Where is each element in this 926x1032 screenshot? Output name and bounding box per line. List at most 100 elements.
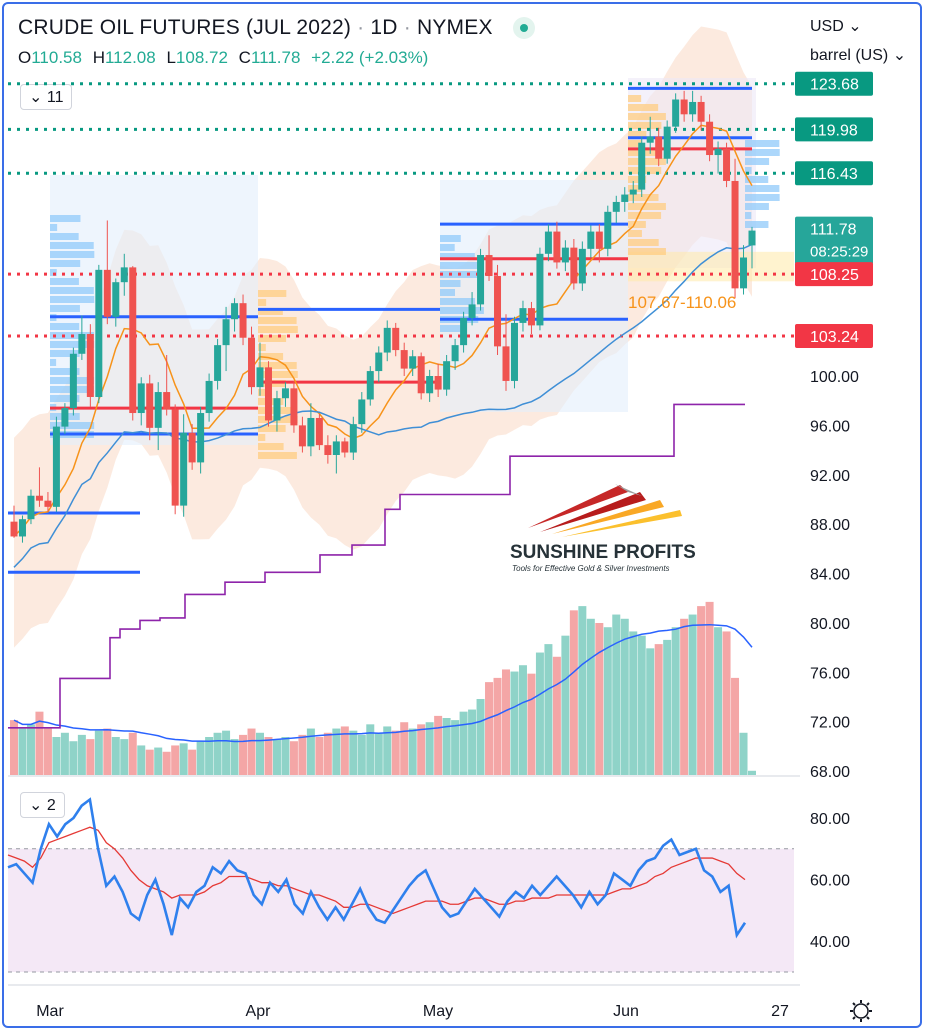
sunshine-profits-logo: SUNSHINE PROFITS Tools for Effective Gol… xyxy=(510,484,696,573)
volume-bar xyxy=(264,737,273,775)
chevron-down-icon: ⌄ xyxy=(29,797,43,814)
candle xyxy=(298,416,306,453)
currency-label: USD xyxy=(810,18,844,35)
volume-bar xyxy=(120,739,129,775)
volume-bar xyxy=(391,730,400,775)
candle-body xyxy=(27,495,35,520)
volume-bar xyxy=(586,618,595,775)
ohlc-legend: O110.58 H112.08 L108.72 C111.78 +2.22 (+… xyxy=(18,48,428,68)
candle-body xyxy=(120,267,128,283)
candle-body xyxy=(485,255,493,277)
candle xyxy=(706,114,714,162)
volume-profile-bar xyxy=(628,185,642,192)
interval-label[interactable]: 1D xyxy=(370,16,398,39)
candle xyxy=(307,403,315,457)
volume-profile-bar xyxy=(745,212,752,219)
volume-bar xyxy=(400,722,409,775)
volume-profile-bar xyxy=(50,278,79,285)
currency-select[interactable]: USD ⌄ xyxy=(810,16,862,36)
settings-gear-icon[interactable] xyxy=(850,1000,872,1022)
candle-body xyxy=(553,231,561,263)
candle xyxy=(748,226,756,269)
volume-profile-bar xyxy=(745,185,780,192)
candle xyxy=(18,515,26,543)
volume-profile-bar xyxy=(628,203,666,210)
volume-profile-bar xyxy=(258,452,297,459)
candle-body xyxy=(680,99,688,115)
volume-bar xyxy=(569,610,578,775)
volume-bar xyxy=(544,644,553,775)
candle-body xyxy=(629,189,637,195)
volume-bar xyxy=(222,730,231,775)
volume-bar xyxy=(748,770,756,775)
candle-body xyxy=(324,445,332,455)
candle xyxy=(680,90,688,122)
volume-profile-bar xyxy=(628,113,666,120)
symbol-title[interactable]: CRUDE OIL FUTURES (JUL 2022) · 1D · NYME… xyxy=(18,16,535,40)
volume-bar xyxy=(213,732,222,775)
price-label-resistance xyxy=(795,161,873,186)
volume-bar xyxy=(383,726,392,775)
candle xyxy=(561,240,569,272)
price-axis-tick: 84.00 xyxy=(810,567,850,584)
volume-profile-bar xyxy=(628,95,642,102)
candle-body xyxy=(706,121,714,156)
volume-bar xyxy=(663,639,672,775)
candle xyxy=(315,414,323,451)
candle xyxy=(10,505,18,538)
range-label: 107.67-110.06 xyxy=(628,293,736,312)
volume-profile-bar xyxy=(628,212,662,219)
candle-body xyxy=(231,303,239,320)
rsi-axis-tick: 40.00 xyxy=(810,934,850,951)
candle xyxy=(69,347,77,416)
volume-profile-bar xyxy=(745,176,769,183)
price-label-resistance xyxy=(795,117,873,142)
volume-profile-bar xyxy=(440,298,476,305)
candle xyxy=(290,380,298,433)
candle xyxy=(163,355,171,416)
volume-profile-bar xyxy=(628,221,646,228)
time-axis-tick: Apr xyxy=(246,1003,272,1020)
volume-bar xyxy=(739,732,748,775)
volume-profile-bar xyxy=(258,371,298,378)
candle xyxy=(214,338,222,390)
volume-bar xyxy=(714,627,723,775)
candle xyxy=(689,90,697,122)
price-label-value: 103.24 xyxy=(810,329,859,346)
pane2-collapse-button[interactable]: ⌄ 2 xyxy=(20,792,65,818)
volume-profile-bar xyxy=(50,242,94,249)
candle xyxy=(137,377,145,426)
short-moving-average xyxy=(13,124,753,537)
volume-profile-bar xyxy=(440,289,455,296)
candle xyxy=(595,224,603,263)
envelope-band xyxy=(14,26,752,648)
volume-bar xyxy=(637,635,646,775)
candle-body xyxy=(197,413,205,463)
high-label: H xyxy=(92,48,105,67)
volume-bar xyxy=(247,728,256,775)
volume-profile-bar xyxy=(440,244,455,251)
unit-select[interactable]: barrel (US) ⌄ xyxy=(810,45,906,65)
volume-profile-bar xyxy=(258,362,297,369)
volume-bar xyxy=(417,724,426,775)
candle xyxy=(324,435,332,464)
price-label-value: 123.68 xyxy=(810,77,859,94)
candle xyxy=(460,311,468,353)
volume-bar xyxy=(680,618,689,775)
candle xyxy=(44,492,52,512)
price-label-support xyxy=(795,324,873,349)
rsi-axis-tick: 80.00 xyxy=(810,811,850,828)
candle-body xyxy=(561,247,569,263)
candle xyxy=(663,120,671,164)
close-value: 111.78 xyxy=(250,48,301,67)
candle-body xyxy=(44,500,52,507)
volume-bar xyxy=(451,720,460,775)
candle-body xyxy=(443,361,451,390)
candle-body xyxy=(264,367,272,421)
candle-body xyxy=(578,248,586,284)
volume-profile-bar xyxy=(50,287,94,294)
candle xyxy=(188,424,196,470)
candle-body xyxy=(222,319,230,346)
volume-bar xyxy=(493,677,502,775)
